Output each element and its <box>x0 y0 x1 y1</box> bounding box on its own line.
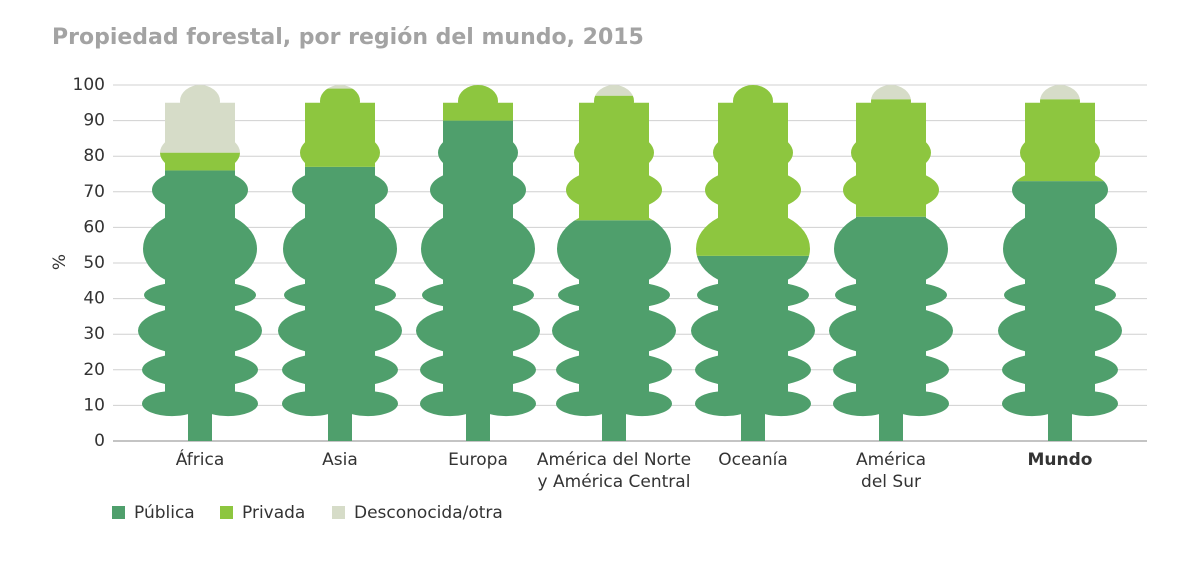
tree <box>138 85 262 441</box>
chart-title: Propiedad forestal, por región del mundo… <box>52 25 644 50</box>
x-tick-label: Oceanía <box>718 450 788 470</box>
legend-swatch <box>220 506 233 519</box>
bar-segment <box>278 88 402 167</box>
x-tick-label: América del Norte y América Central <box>537 450 691 492</box>
legend-swatch <box>112 506 125 519</box>
y-tick-label: 80 <box>83 146 105 166</box>
x-tick-label: América del Sur <box>856 450 926 492</box>
tree <box>998 85 1122 441</box>
y-tick-label: 70 <box>83 182 105 202</box>
legend-swatch <box>332 506 345 519</box>
legend-label: Pública <box>134 503 195 523</box>
bar-segment <box>138 170 262 441</box>
bar-segment <box>829 85 953 100</box>
y-tick-label: 50 <box>83 253 105 273</box>
bar-segment <box>998 181 1122 441</box>
bar-segment <box>416 120 540 441</box>
bar-segment <box>829 216 953 441</box>
y-tick-label: 30 <box>83 324 105 344</box>
y-axis-label: % <box>50 254 70 270</box>
bar-segment <box>829 99 953 217</box>
y-tick-label: 10 <box>83 395 105 415</box>
tree <box>416 85 540 441</box>
bar-segment <box>138 152 262 171</box>
y-tick-label: 100 <box>73 75 105 95</box>
legend-label: Desconocida/otra <box>354 503 503 523</box>
bar-segment <box>691 85 815 256</box>
x-tick-label: Mundo <box>1028 450 1093 470</box>
bar-segment <box>998 85 1122 100</box>
bar-segment <box>278 166 402 441</box>
bar-segment <box>416 85 540 121</box>
bar-segment <box>138 85 262 153</box>
x-tick-label: Asia <box>322 450 358 470</box>
y-tick-label: 90 <box>83 111 105 131</box>
legend-label: Privada <box>242 503 305 523</box>
y-tick-label: 40 <box>83 289 105 309</box>
bar-segment <box>552 95 676 221</box>
tree <box>552 85 676 441</box>
x-tick-label: Europa <box>448 450 508 470</box>
bar-segment <box>552 85 676 96</box>
y-tick-label: 20 <box>83 360 105 380</box>
y-tick-label: 60 <box>83 217 105 237</box>
y-tick-label: 0 <box>94 431 105 451</box>
bar-segment <box>691 255 815 441</box>
tree <box>829 85 953 441</box>
bar-segment <box>278 85 402 89</box>
tree <box>691 85 815 441</box>
bar-segment <box>998 99 1122 182</box>
bar-segment <box>552 220 676 441</box>
x-tick-label: África <box>176 448 225 470</box>
tree <box>278 85 402 441</box>
